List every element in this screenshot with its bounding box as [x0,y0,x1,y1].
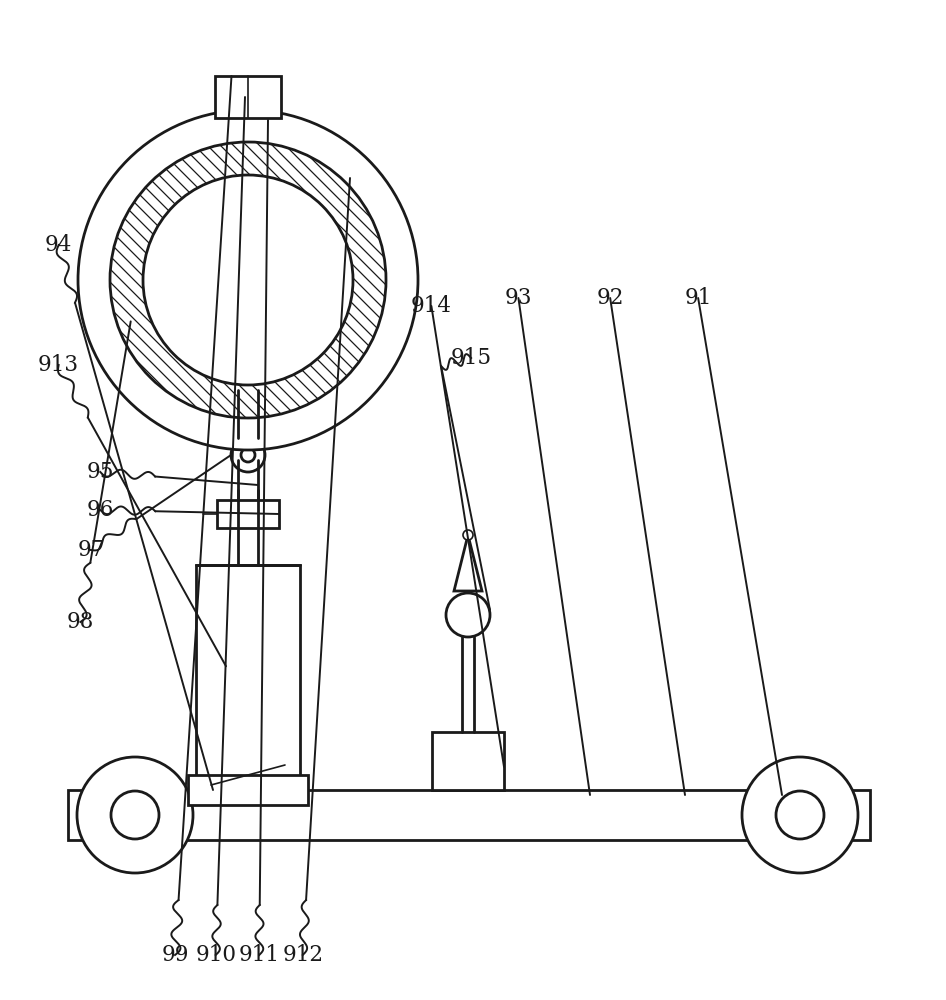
Text: 94: 94 [45,234,72,256]
Circle shape [110,142,386,418]
Text: 914: 914 [411,295,452,317]
Circle shape [742,757,858,873]
Circle shape [776,791,824,839]
Circle shape [111,791,159,839]
Text: 92: 92 [596,287,624,309]
Text: 93: 93 [504,287,533,309]
Text: 99: 99 [161,944,189,966]
Text: 97: 97 [78,539,104,561]
Bar [68,790,870,840]
Circle shape [231,438,265,472]
Circle shape [143,175,353,385]
Circle shape [446,593,490,637]
Text: 96: 96 [87,499,114,521]
Text: 95: 95 [86,461,114,483]
Text: 913: 913 [38,354,79,376]
Circle shape [78,110,418,450]
Circle shape [77,757,193,873]
Text: 912: 912 [282,944,324,966]
Text: 915: 915 [450,347,492,369]
Text: 911: 911 [238,944,280,966]
Text: 91: 91 [685,287,711,309]
Circle shape [463,530,473,540]
Bar [188,775,308,805]
Bar [215,76,281,118]
Text: 910: 910 [195,944,236,966]
Circle shape [241,448,255,462]
Bar [196,565,300,790]
Bar [217,500,279,528]
Text: 98: 98 [67,611,94,633]
Bar [432,732,504,790]
